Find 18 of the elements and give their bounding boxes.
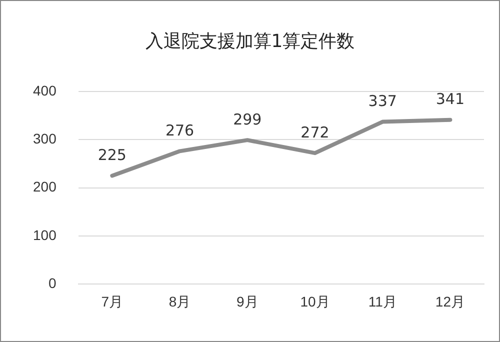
x-tick-label: 9月 [236,293,258,310]
data-label: 272 [300,123,330,142]
data-label: 276 [165,122,194,140]
data-label: 337 [368,92,397,110]
x-tick-label: 11月 [368,293,397,310]
x-tick-label: 12月 [435,293,465,310]
y-tick-label: 400 [33,82,57,98]
data-label: 341 [436,90,465,108]
y-tick-label: 200 [33,178,57,195]
y-tick-label: 100 [33,226,57,243]
x-tick-label: 8月 [168,293,191,310]
data-label: 299 [233,110,262,128]
x-tick-label: 10月 [300,293,330,310]
y-tick-label: 0 [48,275,57,292]
x-tick-label: 7月 [101,293,124,310]
y-tick-label: 300 [33,130,57,146]
chart-title: 入退院支援加算1算定件数 [144,30,356,53]
data-label: 225 [98,146,126,164]
